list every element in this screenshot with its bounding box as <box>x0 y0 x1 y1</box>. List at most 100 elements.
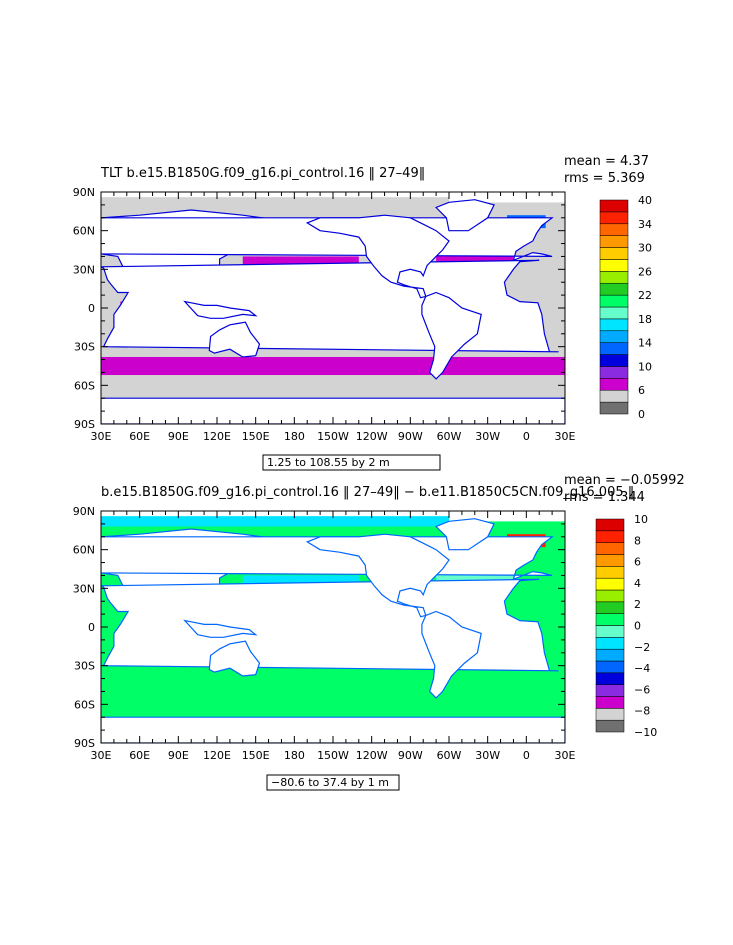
land-greenland <box>435 518 495 551</box>
land-africa <box>101 259 559 353</box>
colorbar-segment <box>599 199 629 213</box>
colorbar-segment <box>599 271 629 284</box>
colorbar-segment <box>599 211 629 225</box>
colorbar: 0 6 10 14 18 22 26 30 34 40 <box>599 194 652 421</box>
colorbar-segment <box>595 566 625 579</box>
top-map-panel: TLT b.e15.B1850G.f09_g16.pi_control.16 ‖… <box>73 154 652 471</box>
land-indonesia <box>183 619 258 638</box>
colorbar-segment <box>595 577 625 591</box>
colorbar-label: 0 <box>634 620 641 633</box>
colorbar-segment <box>595 637 625 650</box>
colorbar-label: −8 <box>634 705 650 718</box>
bottom-map-mean: mean = −0.05992 <box>564 473 685 488</box>
colorbar: −10 −8 −6 −4 −2 0 2 4 6 8 10 <box>595 513 657 739</box>
colorbar-segment <box>599 366 629 379</box>
colorbar-segment <box>595 672 625 685</box>
x-tick-label: 30W <box>475 430 500 443</box>
colorbar-segment <box>599 401 629 415</box>
x-tick-label: 120E <box>203 430 231 443</box>
colorbar-label: −4 <box>634 662 650 675</box>
colorbar-segment <box>599 259 629 272</box>
colorbar-segment <box>599 223 629 236</box>
top-map-rms: rms = 5.369 <box>564 171 645 186</box>
land-south-america <box>421 610 482 699</box>
x-tick-label: 120W <box>356 430 388 443</box>
land-north-america <box>305 214 450 299</box>
colorbar-segment <box>599 294 629 308</box>
colorbar-segment <box>595 554 625 567</box>
southern-ocean-band <box>101 356 565 376</box>
top-map-mean: mean = 4.37 <box>564 154 649 169</box>
land-africa <box>101 578 559 672</box>
colorbar-label: 10 <box>638 360 652 373</box>
colorbar-segment <box>599 318 629 332</box>
colorbar-segment <box>599 247 629 260</box>
land-greenland <box>435 199 495 232</box>
x-tick-label: 30E <box>91 749 112 762</box>
colorbar-segment <box>595 696 625 709</box>
y-tick-label: 60S <box>74 379 95 392</box>
y-tick-label: 60N <box>73 544 95 557</box>
map-field <box>101 511 565 743</box>
x-tick-label: 30W <box>475 749 500 762</box>
x-tick-label: 120E <box>203 749 231 762</box>
x-tick-label: 150W <box>317 430 349 443</box>
colorbar-label: 22 <box>638 289 652 302</box>
y-tick-label: 30S <box>74 660 95 673</box>
top-map-range-box <box>262 454 441 471</box>
colorbar-label: 2 <box>634 598 641 611</box>
bottom-map-range: −80.6 to 37.4 by 1 m <box>271 776 389 789</box>
colorbar-label: 14 <box>638 337 652 350</box>
colorbar-label: 40 <box>638 194 652 207</box>
top-map-range: 1.25 to 108.55 by 2 m <box>267 456 390 469</box>
y-tick-label: 30S <box>74 341 95 354</box>
colorbar-segment <box>595 684 625 697</box>
x-tick-label: 150W <box>317 749 349 762</box>
colorbar-label: 4 <box>634 577 641 590</box>
colorbar-segment <box>595 660 625 674</box>
map-field <box>101 192 565 424</box>
colorbar-segment <box>595 542 625 555</box>
colorbar-segment <box>599 354 629 367</box>
bottom-map-title: b.e15.B1850G.f09_g16.pi_control.16 ‖ 27–… <box>101 485 634 500</box>
y-tick-label: 90S <box>74 737 95 750</box>
x-tick-label: 60E <box>129 430 150 443</box>
land-australia <box>208 640 261 677</box>
y-tick-label: 90S <box>74 418 95 431</box>
colorbar-segment <box>595 518 625 532</box>
x-tick-label: 60W <box>437 430 462 443</box>
x-tick-label: 30E <box>91 430 112 443</box>
x-tick-label: 90W <box>398 749 423 762</box>
x-tick-label: 60E <box>129 749 150 762</box>
x-tick-label: 90W <box>398 430 423 443</box>
colorbar-label: 6 <box>638 384 645 397</box>
colorbar-label: 6 <box>634 556 641 569</box>
colorbar-label: 8 <box>634 534 641 547</box>
x-tick-label: 30E <box>555 749 576 762</box>
x-tick-label: 120W <box>356 749 388 762</box>
x-tick-label: 60W <box>437 749 462 762</box>
x-tick-label: 90E <box>168 749 189 762</box>
colorbar-label: −10 <box>634 726 657 739</box>
y-tick-label: 60N <box>73 225 95 238</box>
x-tick-label: 0 <box>523 430 530 443</box>
bottom-map-panel: b.e15.B1850G.f09_g16.pi_control.16 ‖ 27–… <box>73 473 685 791</box>
colorbar-segment <box>595 613 625 626</box>
x-tick-label: 150E <box>242 749 270 762</box>
land-indonesia <box>183 300 258 319</box>
y-tick-label: 0 <box>88 302 95 315</box>
colorbar-segment <box>595 648 625 662</box>
colorbar-label: 0 <box>638 408 645 421</box>
colorbar-segment <box>599 389 629 403</box>
arctic-ocean <box>101 516 449 527</box>
southern-ocean-band <box>101 675 565 695</box>
top-map-title: TLT b.e15.B1850G.f09_g16.pi_control.16 ‖… <box>100 166 425 181</box>
y-tick-label: 30N <box>73 582 95 595</box>
colorbar-segment <box>595 708 625 721</box>
y-tick-label: 0 <box>88 621 95 634</box>
x-tick-label: 0 <box>523 749 530 762</box>
bottom-map-range-box <box>266 774 400 791</box>
colorbar-segment <box>599 235 629 248</box>
y-tick-label: 90N <box>73 186 95 199</box>
